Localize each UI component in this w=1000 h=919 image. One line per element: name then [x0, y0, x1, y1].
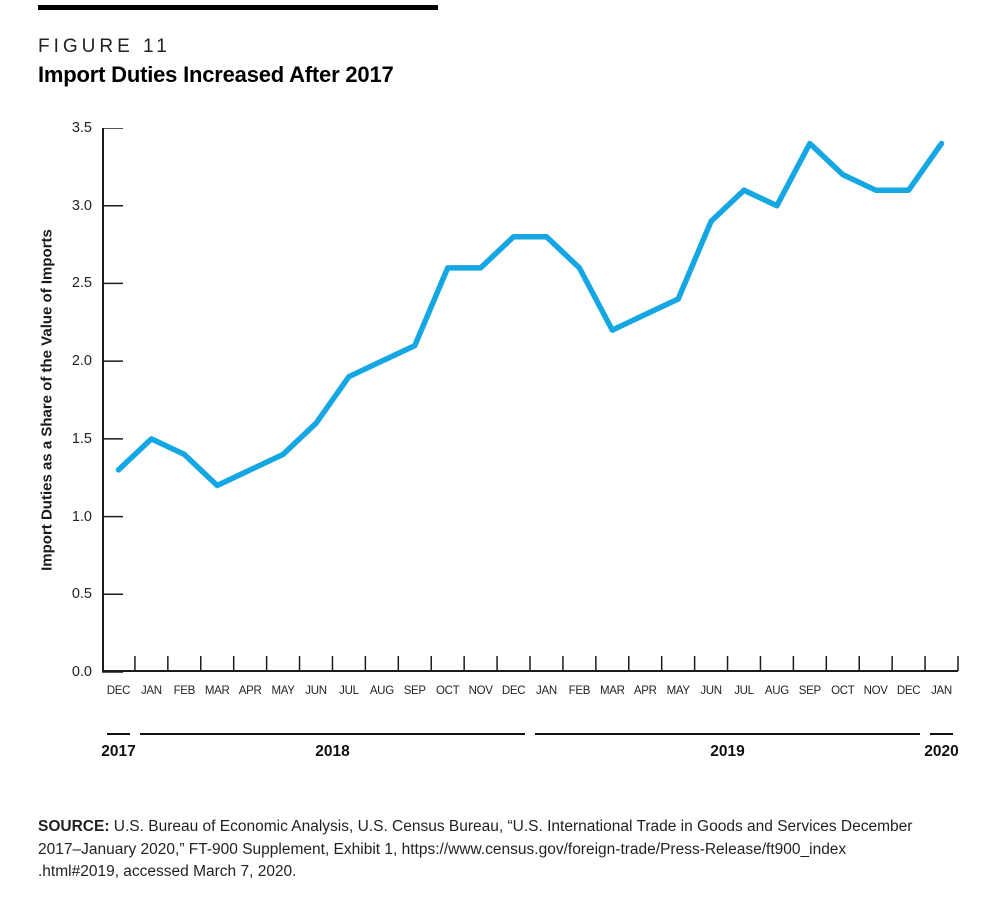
- year-label: 2020: [924, 743, 959, 760]
- y-tick-label: 2.0: [71, 353, 92, 370]
- month-label: JUL: [339, 685, 359, 697]
- top-rule: [38, 5, 438, 10]
- month-label: MAR: [204, 685, 230, 697]
- y-tick-label: 1.0: [71, 508, 92, 525]
- month-label: MAR: [599, 685, 625, 697]
- year-label: 2018: [315, 743, 350, 760]
- month-label: AUG: [764, 685, 789, 697]
- year-label: 2019: [710, 743, 745, 760]
- y-tick-label: 2.5: [71, 275, 92, 292]
- year-rule: [107, 733, 130, 735]
- source-line: 2017–January 2020,” FT-900 Supplement, E…: [38, 840, 847, 858]
- month-label: DEC: [896, 685, 921, 697]
- year-rule: [930, 733, 953, 735]
- year-label: 2017: [101, 743, 136, 760]
- y-tick-label: 3.0: [71, 197, 92, 214]
- month-label: MAY: [666, 685, 690, 697]
- year-rule: [139, 733, 525, 735]
- month-label: FEB: [568, 685, 591, 697]
- month-label: NOV: [468, 685, 493, 697]
- month-label: FEB: [173, 685, 196, 697]
- month-label: MAY: [271, 685, 295, 697]
- plot-area: [102, 128, 959, 673]
- month-label: OCT: [435, 685, 460, 697]
- month-label: SEP: [798, 685, 821, 697]
- data-line: [115, 140, 945, 489]
- y-tick-label: 3.5: [71, 120, 92, 136]
- month-label: JAN: [536, 685, 557, 697]
- y-tick-label: 0.0: [71, 664, 92, 680]
- month-label: JUL: [734, 685, 754, 697]
- year-rule: [535, 733, 921, 735]
- month-label: JUN: [305, 685, 327, 697]
- month-label: APR: [633, 685, 657, 697]
- source-line: .html#2019, accessed March 7, 2020.: [38, 863, 297, 880]
- month-label: JAN: [140, 685, 162, 697]
- month-label: OCT: [831, 685, 855, 697]
- month-label: APR: [238, 685, 262, 697]
- y-tick-label: 0.5: [71, 586, 92, 603]
- source-label: SOURCE:: [38, 818, 110, 835]
- month-label: JUN: [700, 685, 722, 697]
- source-note: SOURCE: U.S. Bureau of Economic Analysis…: [38, 816, 968, 884]
- month-label: SEP: [403, 685, 426, 697]
- month-label: DEC: [501, 685, 526, 697]
- month-label: JAN: [931, 685, 952, 697]
- month-label: DEC: [106, 685, 131, 697]
- figure-title: Import Duties Increased After 2017: [38, 62, 394, 87]
- month-label: NOV: [863, 685, 888, 697]
- y-tick-label: 1.5: [71, 430, 92, 447]
- source-line: SOURCE: U.S. Bureau of Economic Analysis…: [38, 818, 913, 835]
- figure-number: FIGURE 11: [38, 36, 171, 57]
- month-label: AUG: [369, 685, 394, 697]
